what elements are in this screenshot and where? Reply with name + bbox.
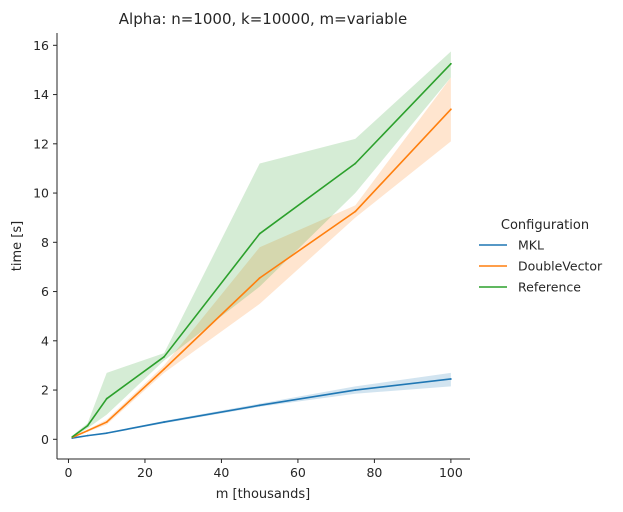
legend-label-doublevector: DoubleVector [518,259,603,274]
series-lines [71,62,452,439]
legend-label-reference: Reference [518,280,581,295]
y-ticks: 0 2 4 6 8 10 12 14 16 [33,38,57,447]
x-tick-label: 0 [64,465,72,480]
mkl-point [258,404,261,407]
y-axis-label: time [s] [10,221,25,271]
axes [56,33,470,460]
legend-title: Configuration [501,218,589,233]
reference-point [71,435,74,438]
reference-point [163,355,165,358]
y-tick-label: 8 [41,235,49,250]
legend-items: MKL DoubleVector Reference [479,238,603,295]
doublevector-confidence-band [72,77,451,439]
reference-point [354,162,357,165]
doublevector-point [258,277,261,279]
doublevector-point [163,368,165,371]
y-tick-label: 6 [41,284,49,299]
reference-point [258,232,261,235]
x-tick-label: 80 [366,465,382,480]
mkl-point [105,432,108,435]
mkl-point [354,389,357,391]
doublevector-point [86,429,89,432]
mkl-point [86,434,89,437]
doublevector-point [354,210,357,213]
y-tick-label: 10 [33,186,49,201]
y-tick-label: 16 [33,38,49,53]
x-tick-label: 100 [439,465,463,480]
confidence-bands [72,51,451,439]
y-tick-label: 14 [33,87,49,102]
reference-point [105,397,108,400]
x-ticks: 0 20 40 60 80 100 [64,459,463,480]
x-tick-label: 40 [213,465,229,480]
doublevector-point [449,108,452,111]
x-tick-label: 60 [290,465,306,480]
reference-point [86,424,89,427]
mkl-point [163,421,165,423]
reference-point [449,62,452,65]
legend-label-mkl: MKL [518,238,544,253]
doublevector-point [105,421,108,423]
chart-title: Alpha: n=1000, k=10000, m=variable [119,10,407,28]
y-tick-label: 2 [41,383,49,398]
x-tick-label: 20 [137,465,153,480]
legend: Configuration MKL DoubleVector Reference [479,218,603,295]
x-axis-label: m [thousands] [216,487,310,502]
y-tick-label: 4 [41,333,49,348]
y-tick-label: 12 [33,136,49,151]
mkl-point [449,378,452,380]
y-tick-label: 0 [41,432,49,447]
reference-confidence-band [72,51,451,439]
